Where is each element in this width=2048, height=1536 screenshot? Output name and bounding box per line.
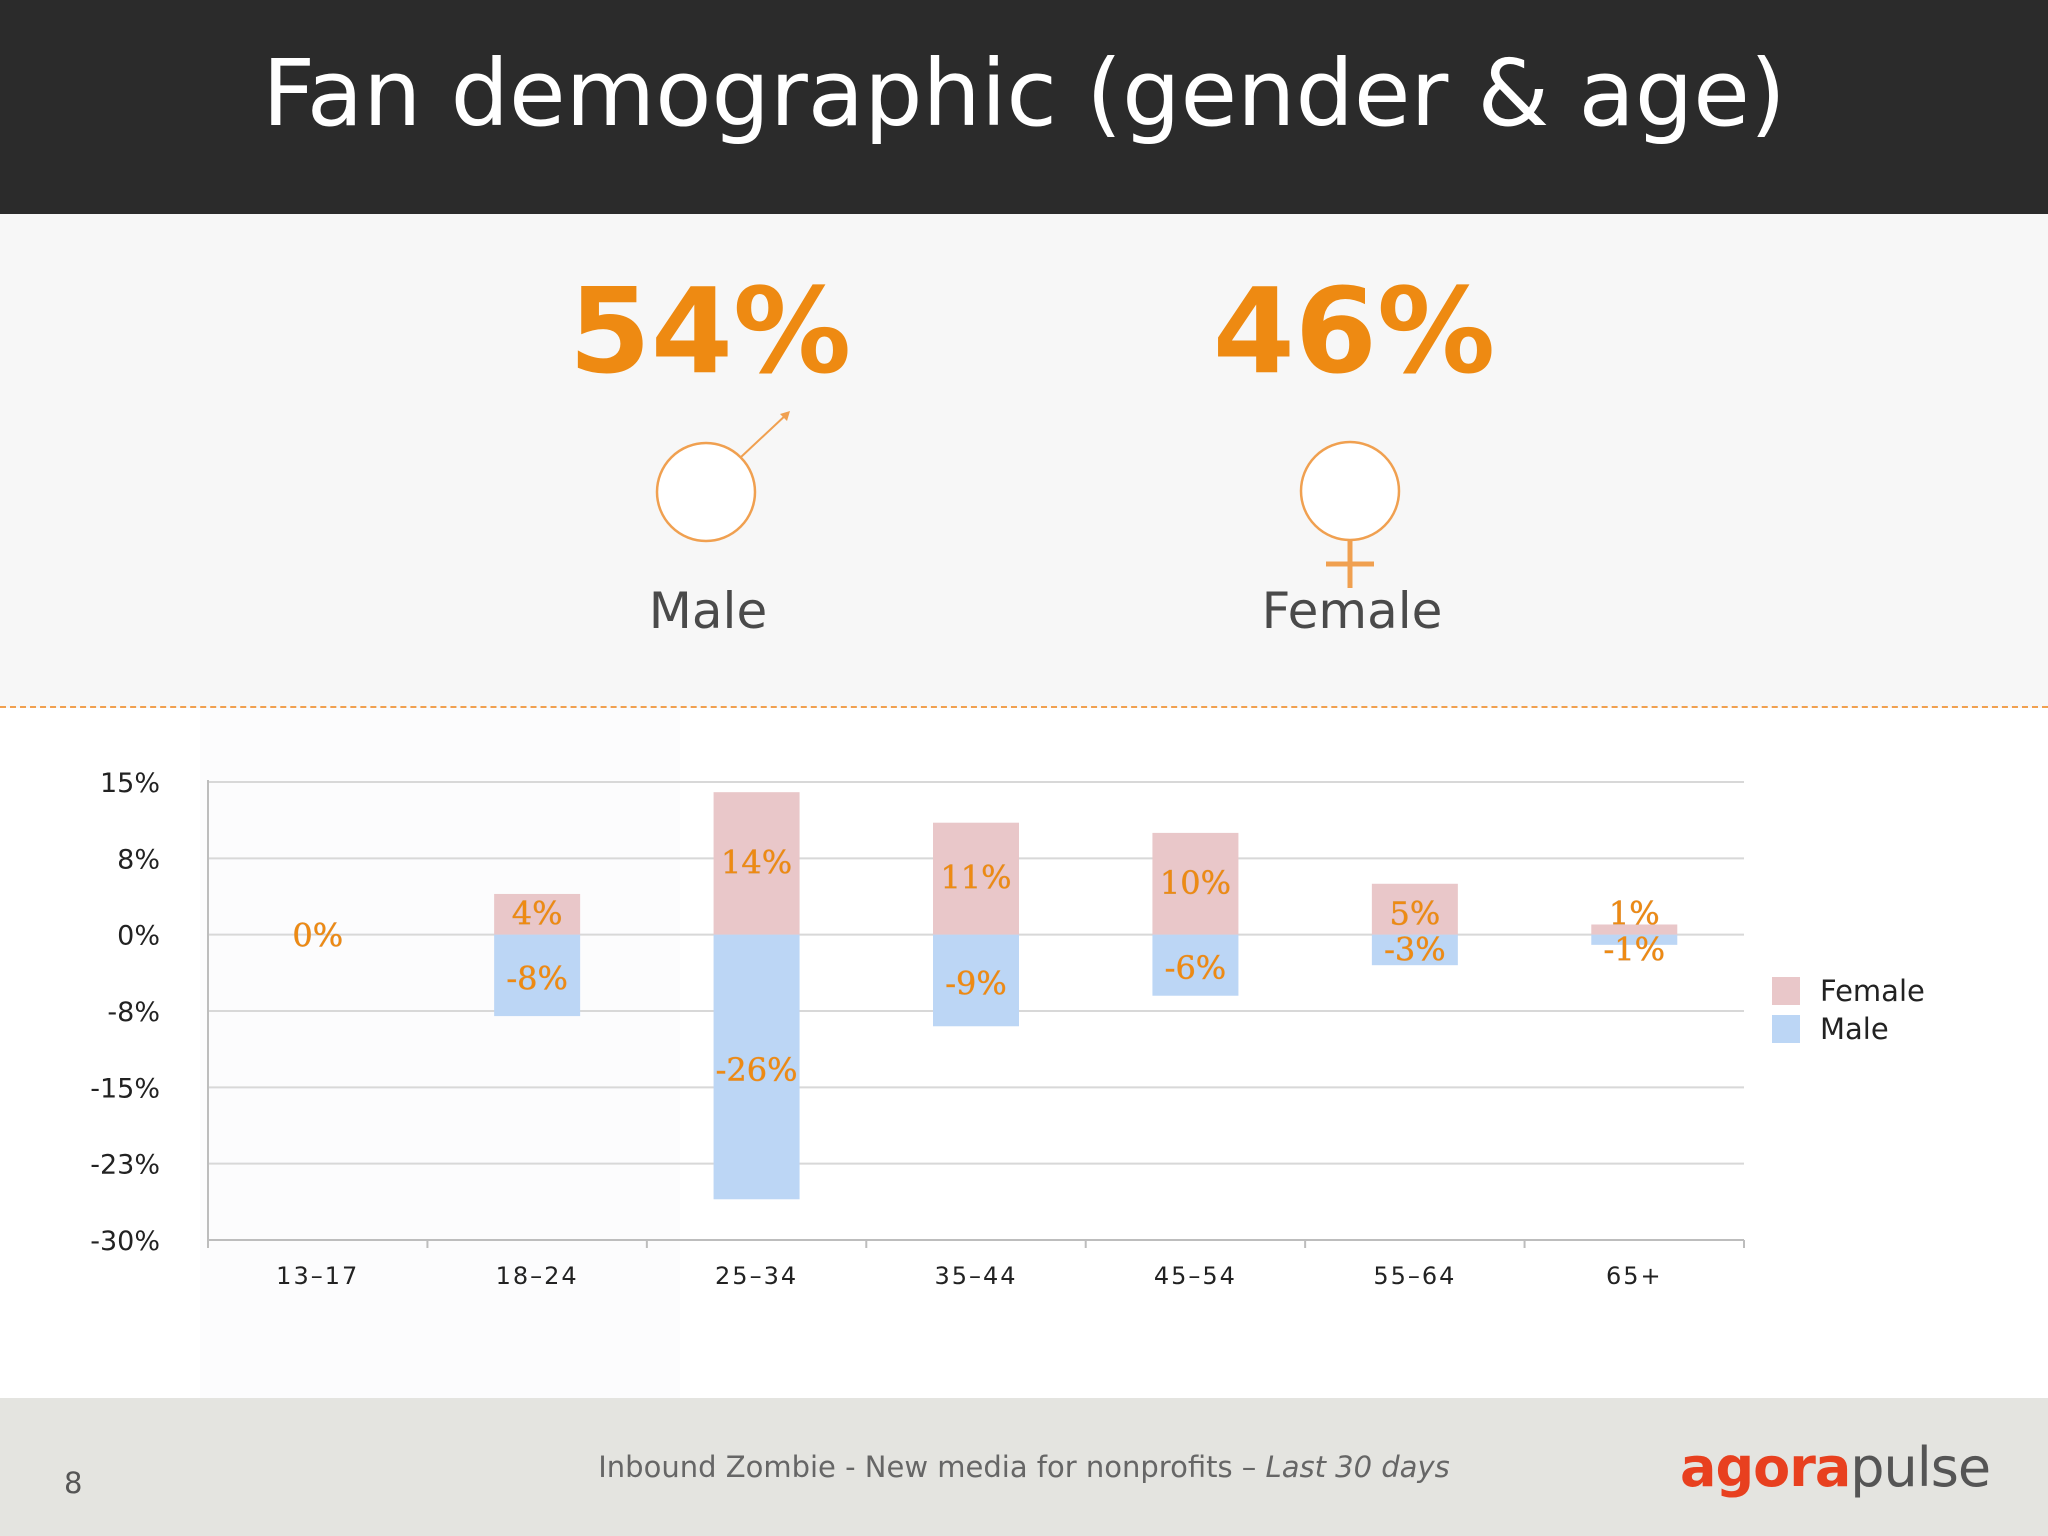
legend-swatch-female <box>1772 977 1800 1005</box>
legend-item-female: Female <box>1772 972 1925 1010</box>
bar-male <box>1152 934 1239 996</box>
bar-female <box>1591 924 1678 935</box>
y-tick-label: -30% <box>90 1226 160 1257</box>
agorapulse-logo: agorapulse <box>1680 1436 1991 1499</box>
male-percent: 54% <box>568 262 852 400</box>
slide-title: Fan demographic (gender & age) <box>262 40 1786 147</box>
female-symbol-icon <box>1299 440 1401 588</box>
logo-part-pulse: pulse <box>1850 1436 1991 1499</box>
female-percent: 46% <box>1212 262 1496 400</box>
data-label-male: -3% <box>1384 931 1446 969</box>
slide-header: Fan demographic (gender & age) <box>0 0 2048 214</box>
x-tick-label: 25–34 <box>715 1262 798 1290</box>
bar-male <box>1591 934 1678 945</box>
x-tick-label: 65+ <box>1606 1262 1663 1290</box>
data-label-male: -6% <box>1165 949 1227 987</box>
legend-label-female: Female <box>1820 974 1925 1008</box>
y-tick-label: 8% <box>117 844 160 875</box>
y-tick-label: -15% <box>90 1073 160 1104</box>
bar-male <box>933 934 1019 1027</box>
slide-footer <box>0 1398 2048 1536</box>
chart-legend: Female Male <box>1772 972 1925 1048</box>
bar-female <box>713 792 800 935</box>
female-label: Female <box>1261 582 1443 640</box>
data-label-male: -26% <box>716 1051 798 1089</box>
data-label-female: 4% <box>512 895 563 933</box>
data-label-female: 5% <box>1389 895 1440 933</box>
data-label-male: -1% <box>1603 931 1665 969</box>
x-tick-label: 35–44 <box>934 1262 1017 1290</box>
page-number: 8 <box>64 1466 83 1500</box>
bar-female <box>1371 883 1458 935</box>
y-tick-label: 0% <box>117 921 160 952</box>
data-label-female: 11% <box>940 859 1011 897</box>
y-tick-label: 15% <box>100 768 160 799</box>
bar-male <box>713 934 800 1200</box>
gender-summary-panel <box>0 214 2048 708</box>
legend-item-male: Male <box>1772 1010 1925 1048</box>
x-tick-label: 18–24 <box>496 1262 579 1290</box>
data-label-female: 0% <box>292 917 343 955</box>
x-tick-label: 45–54 <box>1154 1262 1237 1290</box>
bar-female <box>933 822 1019 935</box>
male-label: Male <box>648 582 768 640</box>
data-label-male: -8% <box>506 959 568 997</box>
logo-part-agora: agora <box>1680 1436 1851 1499</box>
x-tick-label: 55–64 <box>1373 1262 1456 1290</box>
bar-male <box>494 934 581 1017</box>
legend-label-male: Male <box>1820 1012 1889 1046</box>
y-tick-label: -23% <box>90 1150 160 1181</box>
male-symbol-icon <box>655 411 790 543</box>
footer-caption-main: Inbound Zombie - New media for nonprofit… <box>598 1450 1266 1484</box>
x-tick-label: 13–17 <box>276 1262 359 1290</box>
legend-swatch-male <box>1772 1015 1800 1043</box>
data-label-female: 10% <box>1160 864 1231 902</box>
data-label-female: 14% <box>721 843 792 881</box>
data-label-female: 1% <box>1609 895 1660 933</box>
footer-caption-period: Last 30 days <box>1265 1450 1450 1484</box>
y-tick-label: -8% <box>107 997 160 1028</box>
footer-caption: Inbound Zombie - New media for nonprofit… <box>0 1450 2048 1484</box>
age-gender-bar-chart: 15% 8% 0% -8% -15% -23% -30% 13–17 0% 18–24 4% -8% 2… <box>90 768 1745 1290</box>
chart-area <box>0 708 2048 1398</box>
bar-female <box>494 893 581 935</box>
data-label-male: -9% <box>945 964 1007 1002</box>
bar-female <box>1152 832 1239 935</box>
bar-male <box>1371 934 1458 966</box>
